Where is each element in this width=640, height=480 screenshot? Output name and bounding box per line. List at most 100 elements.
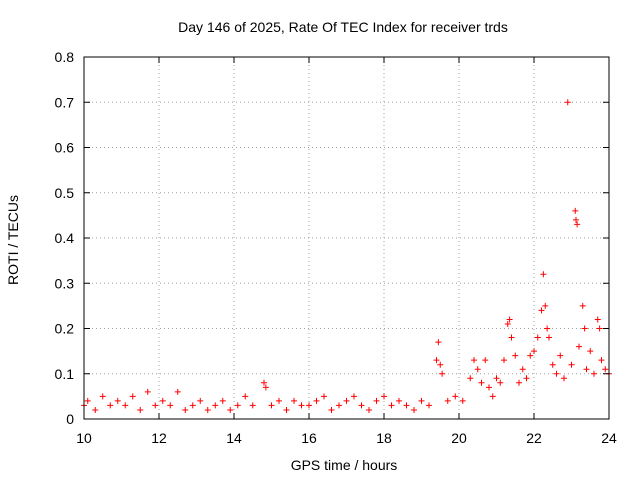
data-point	[418, 397, 425, 404]
data-point	[403, 402, 410, 409]
y-tick-label: 0.7	[55, 94, 75, 110]
data-point	[497, 379, 504, 386]
data-point	[291, 397, 297, 404]
data-point	[534, 334, 541, 341]
data-point	[306, 402, 312, 409]
data-points	[81, 99, 612, 413]
data-point	[174, 388, 181, 395]
y-tick-label: 0	[66, 411, 74, 427]
data-point	[261, 379, 267, 386]
y-tick-label: 0.2	[55, 321, 75, 337]
data-point	[523, 375, 530, 382]
y-axis-ticks: 0 0.1 0.2 0.3 0.4 0.5 0.6 0.7 0.8	[55, 49, 609, 427]
data-point	[516, 379, 522, 386]
data-point	[234, 402, 241, 409]
data-point	[544, 325, 551, 332]
data-point	[527, 352, 534, 359]
data-point	[557, 352, 564, 359]
x-tick-label: 22	[526, 430, 542, 446]
data-point	[574, 221, 581, 228]
data-point	[561, 375, 567, 382]
data-point	[219, 397, 226, 404]
data-point	[336, 402, 342, 409]
data-point	[343, 397, 350, 404]
chart-title: Day 146 of 2025, Rate Of TEC Index for r…	[178, 19, 508, 35]
data-point	[471, 357, 477, 364]
data-point	[587, 348, 594, 355]
x-tick-label: 16	[301, 430, 317, 446]
data-point	[459, 397, 466, 404]
data-point	[242, 393, 249, 400]
data-point	[167, 402, 174, 409]
data-point	[358, 402, 365, 409]
plot-frame	[83, 56, 610, 420]
x-axis-label: GPS time / hours	[291, 457, 398, 473]
data-point	[564, 99, 571, 106]
y-tick-label: 0.8	[55, 49, 75, 65]
data-point	[197, 397, 204, 404]
data-point	[262, 384, 269, 391]
data-point	[493, 375, 500, 382]
data-point	[249, 402, 256, 409]
data-point	[549, 361, 556, 368]
x-tick-label: 10	[76, 430, 92, 446]
data-point	[159, 397, 166, 404]
data-point	[92, 406, 99, 413]
data-point	[467, 375, 474, 382]
data-point	[581, 325, 588, 332]
data-point	[204, 406, 211, 413]
data-point	[594, 316, 601, 323]
data-point	[373, 397, 380, 404]
data-point	[538, 307, 545, 314]
x-tick-label: 14	[226, 430, 242, 446]
x-tick-label: 12	[151, 430, 167, 446]
data-point	[276, 397, 282, 404]
y-axis-label: ROTI / TECUs	[5, 195, 21, 285]
data-point	[531, 348, 537, 355]
data-point	[508, 334, 515, 341]
data-point	[321, 393, 327, 400]
data-point	[506, 316, 513, 323]
data-point	[602, 366, 609, 373]
x-tick-label: 20	[451, 430, 467, 446]
data-point	[478, 379, 485, 386]
data-point	[366, 406, 372, 413]
x-tick-label: 24	[601, 430, 617, 446]
data-point	[212, 402, 219, 409]
data-point	[351, 393, 357, 400]
x-axis-ticks: 10 12 14 16 18 20 22 24	[76, 57, 617, 446]
data-point	[452, 393, 459, 400]
data-point	[411, 406, 417, 413]
data-point	[437, 361, 444, 368]
data-point	[482, 357, 489, 364]
data-point	[573, 216, 579, 223]
data-point	[579, 302, 586, 309]
y-tick-label: 0.6	[55, 140, 75, 156]
data-point	[388, 402, 395, 409]
data-point	[99, 393, 106, 400]
data-point	[546, 334, 552, 341]
data-point	[137, 406, 144, 413]
data-point	[444, 397, 451, 404]
data-point	[486, 384, 492, 391]
data-point	[144, 388, 151, 395]
data-point	[227, 406, 234, 413]
data-point	[84, 397, 91, 404]
data-point	[396, 397, 402, 404]
data-point	[591, 370, 597, 377]
data-point	[268, 402, 275, 409]
data-point	[542, 302, 549, 309]
data-point	[512, 352, 519, 359]
data-point	[313, 397, 320, 404]
data-point	[504, 320, 511, 327]
data-point	[129, 393, 136, 400]
data-point	[189, 402, 196, 409]
data-point	[122, 402, 129, 409]
data-point	[182, 406, 189, 413]
data-point	[433, 357, 440, 364]
data-point	[572, 207, 579, 214]
data-point	[152, 402, 159, 409]
grid-lines	[84, 57, 609, 419]
data-point	[474, 366, 481, 373]
